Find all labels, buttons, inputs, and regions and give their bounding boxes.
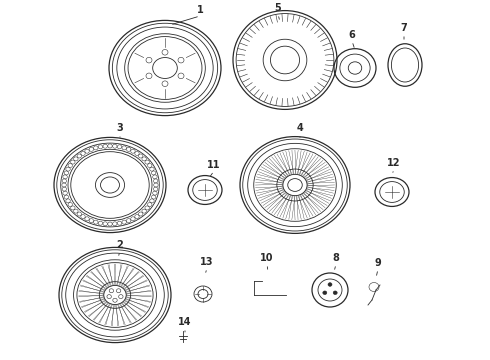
Text: 6: 6 <box>348 30 355 40</box>
Text: 3: 3 <box>117 123 123 133</box>
Ellipse shape <box>328 283 332 286</box>
Text: 2: 2 <box>117 240 123 250</box>
Text: 10: 10 <box>260 253 274 263</box>
Text: 5: 5 <box>274 3 281 13</box>
Text: 14: 14 <box>178 317 192 327</box>
Text: 12: 12 <box>387 158 401 168</box>
Ellipse shape <box>333 291 337 294</box>
Text: 7: 7 <box>401 23 407 33</box>
Text: 11: 11 <box>207 160 221 170</box>
Text: 13: 13 <box>200 257 214 267</box>
Ellipse shape <box>323 291 327 294</box>
Text: 4: 4 <box>296 123 303 133</box>
Text: 9: 9 <box>375 258 381 268</box>
Text: 8: 8 <box>333 253 340 263</box>
Text: 1: 1 <box>196 5 203 15</box>
